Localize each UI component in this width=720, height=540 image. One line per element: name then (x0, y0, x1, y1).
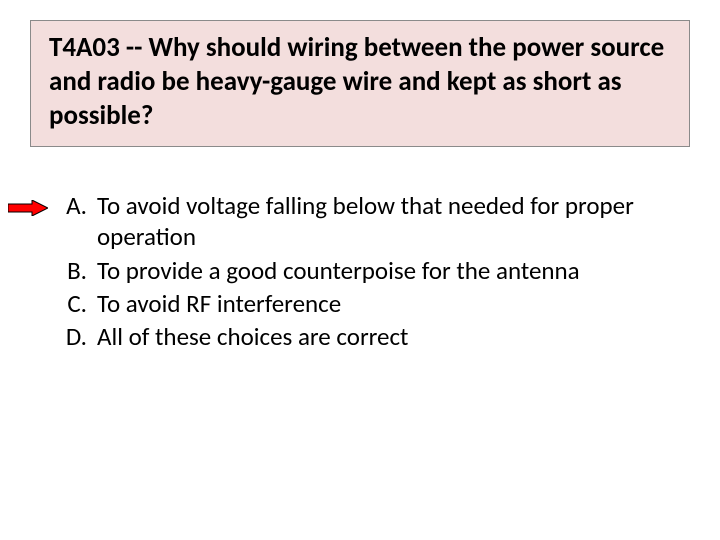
answer-letter: C. (55, 288, 97, 319)
answer-list: A. To avoid voltage falling below that n… (55, 190, 675, 354)
answer-row: B. To provide a good counterpoise for th… (55, 255, 675, 286)
answer-row: A. To avoid voltage falling below that n… (55, 190, 675, 253)
pointer-arrow-icon (8, 200, 48, 216)
answer-text: To avoid voltage falling below that need… (97, 190, 675, 253)
answer-row: D. All of these choices are correct (55, 321, 675, 352)
answer-text: All of these choices are correct (97, 321, 675, 352)
answer-row: C. To avoid RF interference (55, 288, 675, 319)
slide: T4A03 -- Why should wiring between the p… (0, 0, 720, 540)
answer-text: To avoid RF interference (97, 288, 675, 319)
answer-text: To provide a good counterpoise for the a… (97, 255, 675, 286)
question-box: T4A03 -- Why should wiring between the p… (30, 20, 690, 147)
answer-letter: B. (55, 255, 97, 286)
question-text: T4A03 -- Why should wiring between the p… (49, 31, 671, 132)
arrow-shape (8, 200, 48, 216)
answer-letter: A. (55, 190, 97, 221)
answer-letter: D. (55, 321, 97, 352)
